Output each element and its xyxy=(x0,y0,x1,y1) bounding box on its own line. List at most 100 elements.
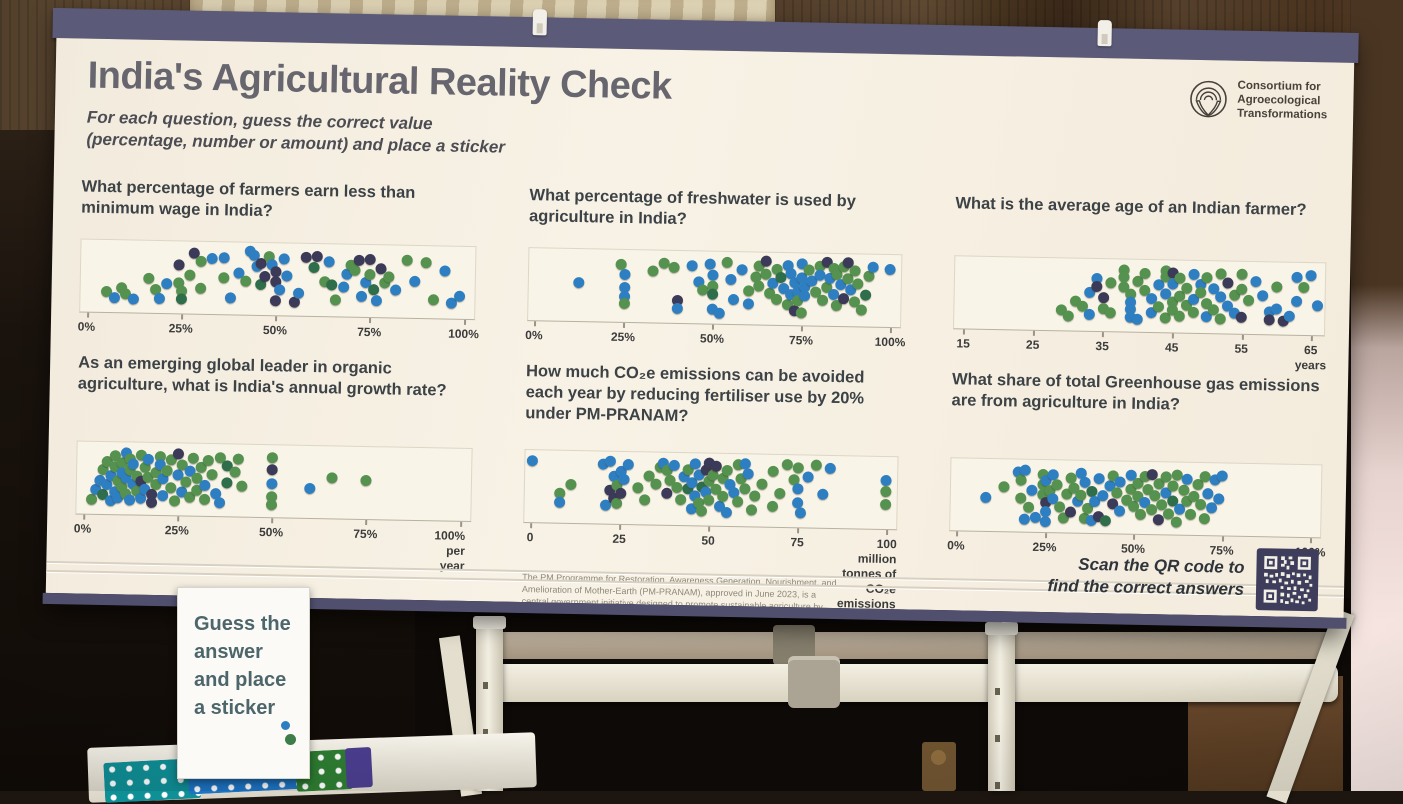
sticker-dot xyxy=(1198,513,1210,525)
sticker-dot xyxy=(1104,277,1117,289)
sticker-dot xyxy=(266,464,278,476)
qr-line-1: Scan the QR code to xyxy=(1078,554,1245,577)
sticker-dot xyxy=(173,448,185,460)
sticker-dot xyxy=(707,469,719,482)
sticker-dot xyxy=(165,482,177,494)
sticker-dot xyxy=(213,496,225,509)
sticker-dot xyxy=(195,255,207,267)
axis-tick-label: 25 xyxy=(1025,337,1040,353)
sticker-dot xyxy=(742,285,754,297)
x-axis: 0 25 50 75 100 million tonnes of CO₂e emissi… xyxy=(522,523,897,611)
sticker-dot xyxy=(707,269,719,281)
axis-tick-label: 25% xyxy=(610,329,636,345)
axis-tick xyxy=(275,316,278,322)
sticker-dot xyxy=(236,480,248,492)
sticker-dot xyxy=(781,459,794,471)
axis-tick xyxy=(86,312,89,318)
sticker-dot xyxy=(145,496,158,509)
axis-tick-label: 0% xyxy=(947,538,965,553)
axis-tick xyxy=(708,526,711,532)
axis-tick xyxy=(963,329,966,335)
sticker-dot xyxy=(1051,479,1063,491)
sticker-dot xyxy=(1026,484,1038,496)
sticker-dot xyxy=(337,281,349,293)
sticker-dot xyxy=(1039,515,1052,527)
sticker-dot xyxy=(761,256,773,268)
axis-tick-label: 50% xyxy=(699,331,725,347)
board-face: India's Agricultural Reality Check For e… xyxy=(45,37,1355,618)
sticker-dot xyxy=(270,265,282,277)
axis-tick xyxy=(619,525,622,531)
sticker-dot xyxy=(736,264,748,276)
sticker-dot xyxy=(867,261,879,273)
sign-line-2: answer xyxy=(194,641,263,663)
sticker-dot xyxy=(259,270,271,282)
sticker-dot xyxy=(367,284,379,296)
sticker-dot xyxy=(281,270,293,282)
axis-tick-label: 75 xyxy=(790,535,804,550)
sticker-dot xyxy=(1096,490,1108,502)
sticker-dot xyxy=(312,250,324,262)
axis-tick-label: 0 xyxy=(526,530,534,545)
qr-instruction: Scan the QR code to find the correct ans… xyxy=(1047,553,1244,601)
sticker-dot xyxy=(173,259,185,271)
sticker-dot xyxy=(326,472,338,484)
sticker-dot xyxy=(1104,307,1116,319)
sticker-dot xyxy=(526,455,539,467)
sticker-dot xyxy=(266,478,278,490)
easel-lower-crossbar xyxy=(483,656,1338,708)
sticker-dot xyxy=(738,483,751,495)
axis-tick xyxy=(712,324,715,330)
axis-tick-label: 0% xyxy=(525,328,543,343)
sticker-dot xyxy=(810,459,822,471)
sticker-dot xyxy=(203,454,215,466)
sticker-dot xyxy=(206,253,219,265)
sticker-dot xyxy=(198,479,211,492)
sticker-dot xyxy=(1199,470,1211,483)
sticker-dot xyxy=(880,498,892,510)
sticker-dot xyxy=(1152,513,1164,526)
sticker-dot xyxy=(849,265,861,277)
sticker-dot xyxy=(329,294,342,306)
sticker-dot xyxy=(1083,308,1095,321)
sticker-dot xyxy=(1202,487,1214,500)
axis-tick xyxy=(956,531,959,537)
axis-tick xyxy=(1221,536,1224,542)
axis-tick-label: 100% xyxy=(448,326,479,342)
axis-tick-label: 50% xyxy=(258,525,284,540)
sticker-dot xyxy=(650,478,662,490)
sticker-dot-plot xyxy=(79,238,477,321)
axis-tick xyxy=(1171,333,1174,339)
sticker-dot xyxy=(1184,508,1196,521)
sticker-dot xyxy=(1093,473,1105,485)
sticker-dot xyxy=(300,251,313,263)
sticker-dot xyxy=(696,505,708,517)
board-clip xyxy=(1097,19,1112,47)
sticker-dot xyxy=(1270,281,1283,293)
axis-tick-label: 75% xyxy=(788,333,814,348)
question-text: What is the average age of an Indian far… xyxy=(955,194,1307,220)
question-block-farmers-wage: What percentage of farmers earn less tha… xyxy=(78,177,479,361)
question-text: What share of total Greenhouse gas emiss… xyxy=(951,370,1320,414)
sticker-dot xyxy=(356,290,368,303)
sticker-dot xyxy=(206,468,218,480)
axis-tick xyxy=(1133,534,1136,540)
sticker-dot xyxy=(689,458,702,470)
sticker-dot xyxy=(674,493,687,505)
sticker-dot xyxy=(1180,282,1193,294)
axis-tick xyxy=(82,514,85,520)
question-text: What percentage of farmers earn less tha… xyxy=(80,177,416,221)
sticker-dot xyxy=(1181,473,1193,485)
axis-tick-label: 35 xyxy=(1095,339,1109,354)
sticker-dot xyxy=(240,275,252,288)
consortium-logo: Consortium for Agroecological Transforma… xyxy=(1188,78,1328,123)
axis-tick xyxy=(180,314,183,320)
sticker-dot xyxy=(880,486,892,498)
sticker-dot xyxy=(863,270,875,283)
sticker-dot xyxy=(176,293,188,305)
poster-board: India's Agricultural Reality Check For e… xyxy=(42,7,1359,629)
sticker-dot xyxy=(439,265,451,277)
sticker-dot xyxy=(308,261,320,274)
sticker-dot xyxy=(1019,464,1031,476)
sticker-dot xyxy=(742,298,754,310)
